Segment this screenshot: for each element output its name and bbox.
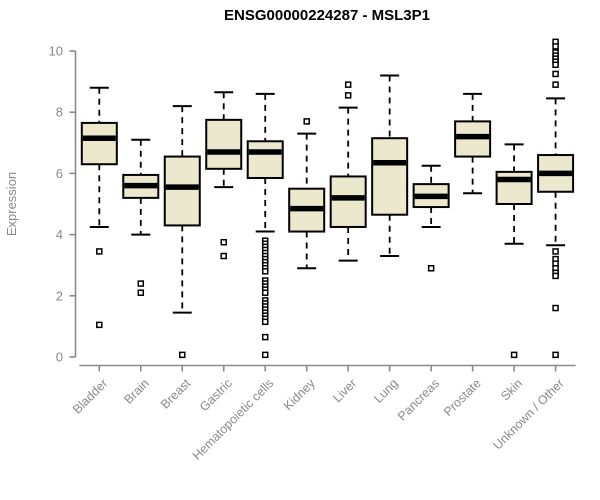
outlier-point — [220, 239, 227, 246]
outlier-point — [510, 351, 518, 359]
y-axis-title: Expression — [4, 172, 19, 236]
y-tick-label: 6 — [56, 166, 63, 181]
outlier-point — [344, 81, 352, 88]
boxplot-kidney — [288, 118, 326, 270]
axes-layer: 0 2 4 6 8 10 Bladder Brain Breast GastricHematopo… — [49, 44, 576, 463]
iqr-box — [329, 175, 367, 228]
x-tick-label: Bladder — [70, 376, 110, 416]
outlier-point — [179, 351, 186, 359]
y-tick-label: 10 — [49, 44, 63, 59]
y-tick-label: 4 — [56, 227, 63, 242]
outlier-point — [552, 43, 559, 50]
x-tick-label: Brain — [121, 376, 152, 407]
outlier-point — [261, 351, 269, 359]
boxplot-gastric — [205, 91, 243, 260]
boxplot-unknown-other — [537, 38, 575, 359]
x-tick-label: Liver — [330, 376, 359, 405]
boxes-layer — [80, 38, 575, 359]
boxplot-bladder — [80, 86, 118, 329]
outlier-point — [220, 252, 227, 260]
outlier-point — [427, 265, 435, 272]
outlier-point — [552, 61, 559, 69]
boxplot-skin — [495, 143, 533, 359]
chart-title: ENSG00000224287 - MSL3P1 — [224, 7, 430, 24]
iqr-box — [495, 170, 533, 205]
iqr-box — [163, 155, 201, 227]
x-tick-label: Kidney — [281, 376, 318, 413]
iqr-box — [205, 118, 243, 170]
boxplot-pancreas — [412, 164, 450, 272]
outlier-point — [344, 92, 352, 99]
outlier-point — [552, 70, 559, 78]
boxplot-liver — [329, 81, 367, 262]
x-tick-label: Skin — [498, 376, 525, 403]
y-tick-label: 0 — [56, 350, 63, 365]
x-tick-label: Hematopoietic cells — [190, 376, 277, 463]
iqr-box — [371, 137, 409, 216]
outlier-point — [261, 318, 269, 326]
outlier-point — [552, 304, 559, 312]
x-tick-label: Breast — [158, 376, 194, 412]
x-tick-label: Unknown / Other — [490, 376, 566, 452]
outlier-point — [552, 272, 559, 280]
y-tick-label: 2 — [56, 288, 63, 303]
boxplot-brain — [122, 138, 160, 296]
outlier-point — [303, 118, 310, 125]
boxplot-hematopoietic-cells — [246, 92, 284, 359]
boxplot-breast — [163, 105, 201, 359]
boxplot-prostate — [454, 92, 492, 195]
x-tick-label: Gastric — [197, 376, 235, 414]
iqr-box — [246, 140, 284, 179]
outlier-point — [261, 289, 269, 296]
x-tick-label: Prostate — [441, 376, 484, 419]
outlier-point — [96, 248, 103, 255]
iqr-box — [80, 121, 118, 166]
x-tick-label: Pancreas — [395, 376, 442, 423]
outlier-point — [552, 351, 559, 359]
outlier-point — [552, 248, 559, 255]
outlier-point — [552, 81, 559, 88]
outlier-point — [96, 321, 103, 329]
outlier-point — [137, 280, 145, 287]
outlier-point — [261, 333, 269, 341]
y-tick-label: 8 — [56, 105, 63, 120]
outlier-point — [137, 289, 145, 296]
x-tick-label: Lung — [371, 376, 401, 406]
outlier-point — [261, 268, 269, 275]
boxplot-lung — [371, 74, 409, 258]
